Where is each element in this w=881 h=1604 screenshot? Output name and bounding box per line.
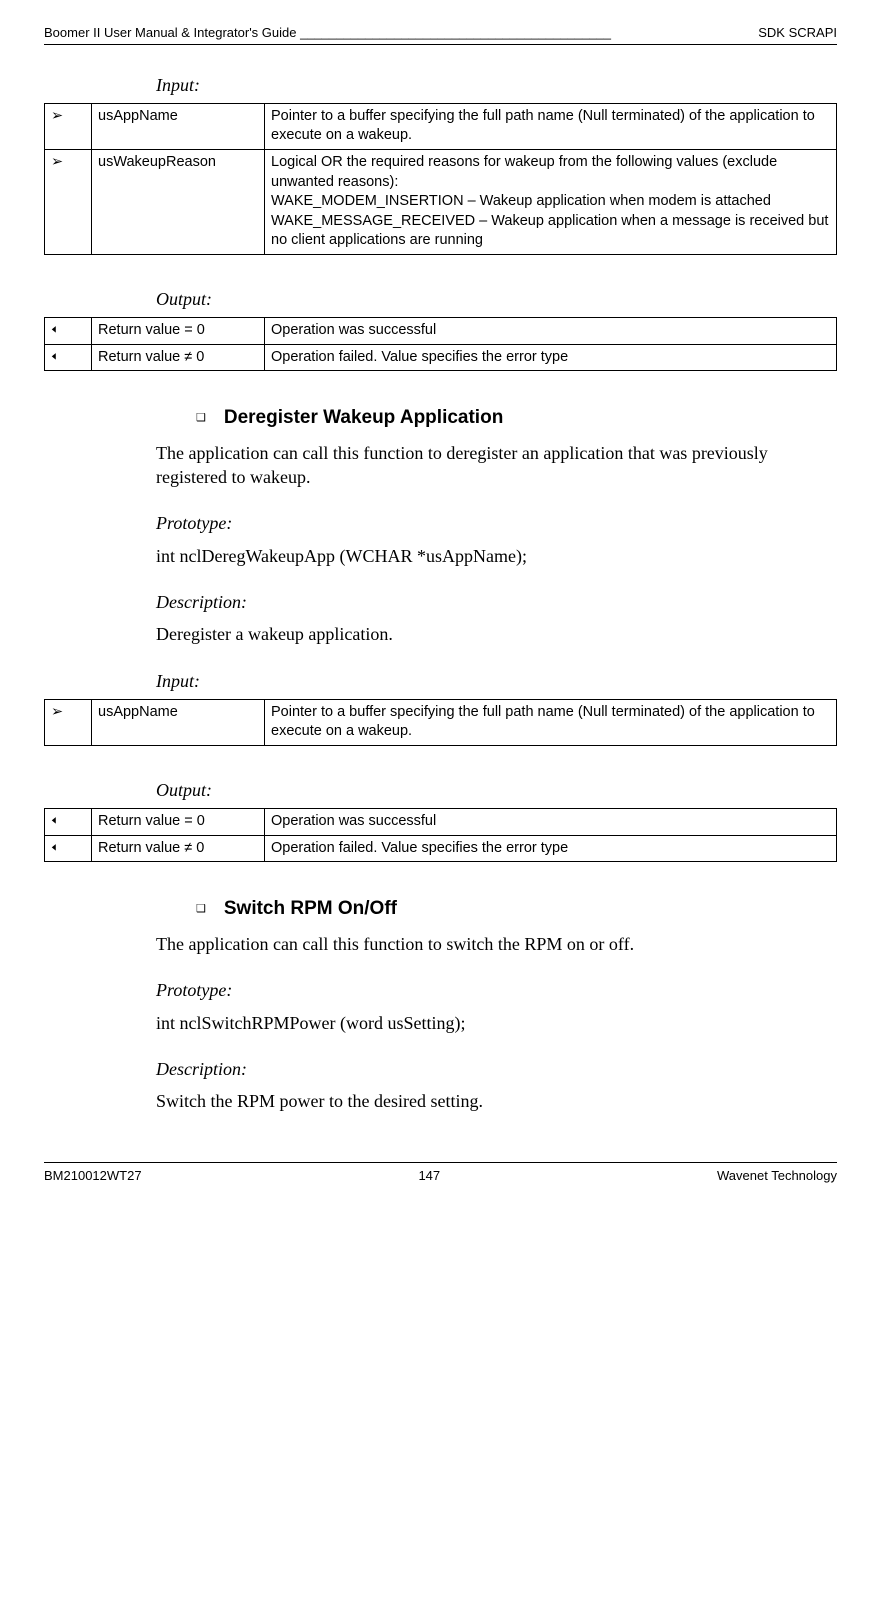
section-heading-deregister: ❑ Deregister Wakeup Application <box>196 405 837 431</box>
header-right: SDK SCRAPI <box>758 24 837 42</box>
input-label-1: Input: <box>156 73 837 97</box>
param-description: Logical OR the required reasons for wake… <box>265 149 837 254</box>
description-text: Switch the RPM power to the desired sett… <box>156 1089 837 1113</box>
param-description: Operation was successful <box>265 809 837 836</box>
page-footer: BM210012WT27 147 Wavenet Technology <box>44 1162 837 1185</box>
param-description: Pointer to a buffer specifying the full … <box>265 103 837 149</box>
section-paragraph: The application can call this function t… <box>156 932 837 956</box>
footer-right: Wavenet Technology <box>717 1167 837 1185</box>
table-row: ➢usAppNamePointer to a buffer specifying… <box>45 699 837 745</box>
param-name: Return value = 0 <box>92 809 265 836</box>
param-description: Operation failed. Value specifies the er… <box>265 344 837 371</box>
input-table-2: ➢usAppNamePointer to a buffer specifying… <box>44 699 837 746</box>
param-description: Operation failed. Value specifies the er… <box>265 835 837 862</box>
square-bullet-icon: ❑ <box>196 413 206 424</box>
table-row: ➢usWakeupReasonLogical OR the required r… <box>45 149 837 254</box>
param-name: usAppName <box>92 699 265 745</box>
description-text: Deregister a wakeup application. <box>156 622 837 646</box>
prototype-label: Prototype: <box>156 511 837 535</box>
param-name: Return value ≠ 0 <box>92 835 265 862</box>
output-label-2: Output: <box>156 778 837 802</box>
param-name: Return value ≠ 0 <box>92 344 265 371</box>
section-title: Switch RPM On/Off <box>224 896 397 922</box>
right-arrow-icon: ➢ <box>45 103 92 149</box>
footer-left: BM210012WT27 <box>44 1167 142 1185</box>
left-arrow-icon: 🢐 <box>45 318 92 345</box>
square-bullet-icon: ❑ <box>196 904 206 915</box>
description-label: Description: <box>156 1057 837 1081</box>
table-row: 🢐Return value ≠ 0Operation failed. Value… <box>45 835 837 862</box>
right-arrow-icon: ➢ <box>45 149 92 254</box>
prototype-code: int nclSwitchRPMPower (word usSetting); <box>156 1011 837 1035</box>
table-row: 🢐Return value = 0Operation was successfu… <box>45 318 837 345</box>
page-header: Boomer II User Manual & Integrator's Gui… <box>44 24 837 45</box>
table-row: ➢usAppNamePointer to a buffer specifying… <box>45 103 837 149</box>
header-left: Boomer II User Manual & Integrator's Gui… <box>44 24 611 42</box>
param-name: Return value = 0 <box>92 318 265 345</box>
prototype-code: int nclDeregWakeupApp (WCHAR *usAppName)… <box>156 544 837 568</box>
input-label-2: Input: <box>156 669 837 693</box>
description-label: Description: <box>156 590 837 614</box>
section-title: Deregister Wakeup Application <box>224 405 503 431</box>
left-arrow-icon: 🢐 <box>45 835 92 862</box>
right-arrow-icon: ➢ <box>45 699 92 745</box>
section-paragraph: The application can call this function t… <box>156 441 837 490</box>
table-row: 🢐Return value = 0Operation was successfu… <box>45 809 837 836</box>
output-table-2: 🢐Return value = 0Operation was successfu… <box>44 808 837 862</box>
param-name: usWakeupReason <box>92 149 265 254</box>
left-arrow-icon: 🢐 <box>45 809 92 836</box>
output-label-1: Output: <box>156 287 837 311</box>
output-table-1: 🢐Return value = 0Operation was successfu… <box>44 317 837 371</box>
table-row: 🢐Return value ≠ 0Operation failed. Value… <box>45 344 837 371</box>
param-name: usAppName <box>92 103 265 149</box>
left-arrow-icon: 🢐 <box>45 344 92 371</box>
input-table-1: ➢usAppNamePointer to a buffer specifying… <box>44 103 837 255</box>
prototype-label: Prototype: <box>156 978 837 1002</box>
footer-page-number: 147 <box>418 1167 440 1185</box>
param-description: Operation was successful <box>265 318 837 345</box>
param-description: Pointer to a buffer specifying the full … <box>265 699 837 745</box>
section-heading-switch-rpm: ❑ Switch RPM On/Off <box>196 896 837 922</box>
